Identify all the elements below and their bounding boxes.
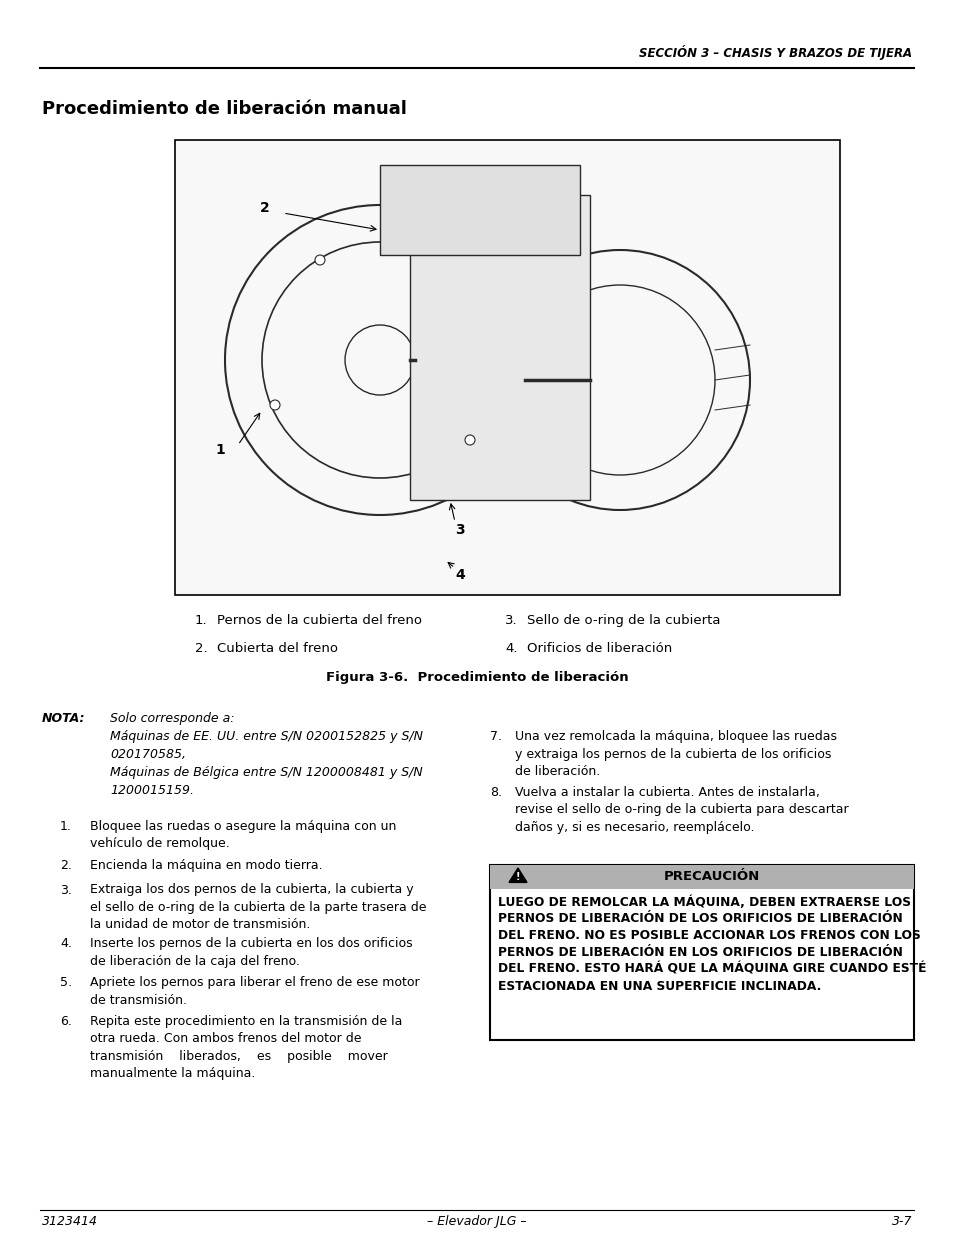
Text: 8.: 8. [490, 785, 501, 799]
Text: 4.: 4. [60, 937, 71, 950]
Text: 1: 1 [214, 443, 225, 457]
Text: Bloquee las ruedas o asegure la máquina con un
vehículo de remolque.: Bloquee las ruedas o asegure la máquina … [90, 820, 395, 851]
Bar [490, 864, 913, 1040]
Bar [379, 165, 579, 254]
Text: Sello de o-ring de la cubierta: Sello de o-ring de la cubierta [526, 614, 720, 626]
Text: NOTA:: NOTA: [42, 713, 86, 725]
Bar [490, 864, 913, 889]
Bar [174, 140, 840, 595]
Text: 3: 3 [455, 522, 464, 537]
Text: 3.: 3. [60, 883, 71, 897]
Text: Procedimiento de liberación manual: Procedimiento de liberación manual [42, 100, 406, 119]
Text: 2.: 2. [194, 641, 208, 655]
Text: 4: 4 [455, 568, 464, 582]
Circle shape [464, 435, 475, 445]
Text: Extraiga los dos pernos de la cubierta, la cubierta y
el sello de o-ring de la c: Extraiga los dos pernos de la cubierta, … [90, 883, 426, 931]
Text: 2: 2 [260, 201, 270, 215]
Text: Vuelva a instalar la cubierta. Antes de instalarla,
revise el sello de o-ring de: Vuelva a instalar la cubierta. Antes de … [515, 785, 848, 834]
Text: Pernos de la cubierta del freno: Pernos de la cubierta del freno [216, 614, 421, 626]
Text: Solo corresponde a:
Máquinas de EE. UU. entre S/N 0200152825 y S/N
020170585,
Má: Solo corresponde a: Máquinas de EE. UU. … [110, 713, 422, 797]
Text: 5.: 5. [60, 976, 71, 989]
Text: Apriete los pernos para liberar el freno de ese motor
de transmisión.: Apriete los pernos para liberar el freno… [90, 976, 419, 1007]
Text: 1.: 1. [60, 820, 71, 832]
Text: Una vez remolcada la máquina, bloquee las ruedas
y extraiga los pernos de la cub: Una vez remolcada la máquina, bloquee la… [515, 730, 836, 778]
Bar [410, 195, 589, 500]
Text: Repita este procedimiento en la transmisión de la
otra rueda. Con ambos frenos d: Repita este procedimiento en la transmis… [90, 1015, 402, 1081]
Bar [175, 141, 838, 594]
Circle shape [270, 400, 280, 410]
Text: PRECAUCIÓN: PRECAUCIÓN [663, 871, 760, 883]
Text: !: ! [516, 872, 519, 882]
Text: SECCIÓN 3 – CHASIS Y BRAZOS DE TIJERA: SECCIÓN 3 – CHASIS Y BRAZOS DE TIJERA [639, 44, 911, 59]
Text: 1.: 1. [194, 614, 208, 626]
Text: 4.: 4. [504, 641, 517, 655]
Text: Encienda la máquina en modo tierra.: Encienda la máquina en modo tierra. [90, 860, 322, 872]
Text: 2.: 2. [60, 860, 71, 872]
Text: 3123414: 3123414 [42, 1215, 98, 1229]
Text: 3.: 3. [504, 614, 517, 626]
Bar [490, 864, 913, 889]
Text: LUEGO DE REMOLCAR LA MÁQUINA, DEBEN EXTRAERSE LOS
PERNOS DE LIBERACIÓN DE LOS OR: LUEGO DE REMOLCAR LA MÁQUINA, DEBEN EXTR… [497, 895, 925, 993]
Text: Figura 3-6.  Procedimiento de liberación: Figura 3-6. Procedimiento de liberación [325, 671, 628, 683]
Polygon shape [509, 868, 526, 882]
Text: Cubierta del freno: Cubierta del freno [216, 641, 337, 655]
Text: 7.: 7. [490, 730, 501, 743]
Text: – Elevador JLG –: – Elevador JLG – [427, 1215, 526, 1229]
Text: Orificios de liberación: Orificios de liberación [526, 641, 672, 655]
Text: Inserte los pernos de la cubierta en los dos orificios
de liberación de la caja : Inserte los pernos de la cubierta en los… [90, 937, 413, 967]
Text: 6.: 6. [60, 1015, 71, 1028]
Text: 3-7: 3-7 [890, 1215, 911, 1229]
Circle shape [314, 254, 325, 266]
